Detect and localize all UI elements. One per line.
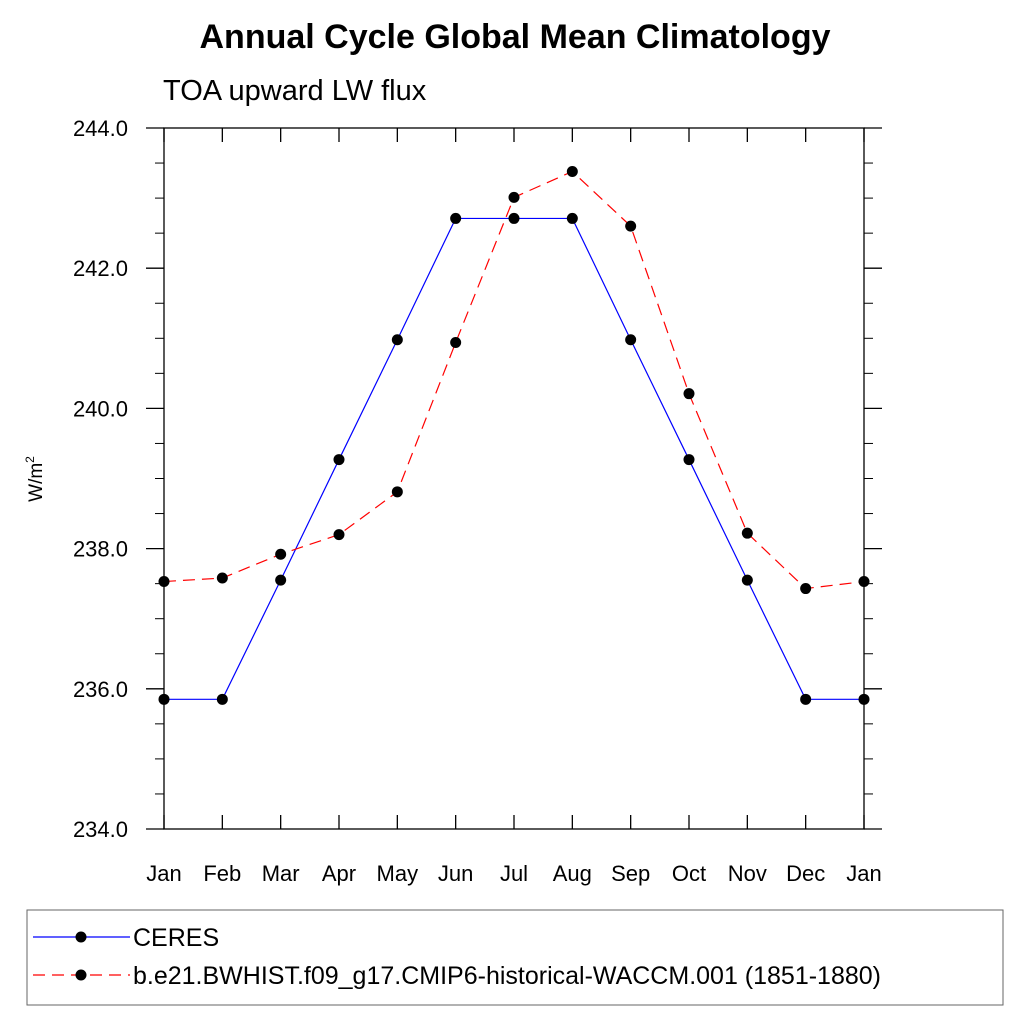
y-tick-label: 238.0 — [73, 537, 128, 562]
x-tick-label: Jan — [846, 861, 881, 886]
series-0-point — [858, 693, 870, 705]
y-tick-label: 240.0 — [73, 396, 128, 421]
series-0-point — [216, 693, 228, 705]
x-tick-label: Nov — [728, 861, 767, 886]
series-0-point — [158, 693, 170, 705]
y-tick-label: 236.0 — [73, 677, 128, 702]
legend-marker-1 — [75, 969, 87, 981]
series-0-point — [800, 693, 812, 705]
plot-area: Jan Feb Mar Apr May Jun Jul Aug Sep Oct Nov Dec Jan 2… — [73, 116, 882, 886]
series-0-point — [275, 574, 287, 586]
x-tick-label: Sep — [611, 861, 650, 886]
x-tick-label: May — [377, 861, 419, 886]
y-axis-label-base: W/m — [26, 463, 47, 502]
series-0-point — [625, 334, 637, 346]
series-1-point — [158, 576, 170, 588]
plot-frame — [163, 127, 865, 830]
x-tick-label: Jan — [146, 861, 181, 886]
series-1-point — [275, 548, 287, 560]
x-tick-label: Oct — [672, 861, 706, 886]
series-1-point — [683, 388, 695, 400]
series-line-0 — [164, 217, 864, 700]
y-axis-label: W/m2 — [23, 456, 47, 502]
y-tick-label: 242.0 — [73, 256, 128, 281]
x-tick-label: Jul — [500, 861, 528, 886]
series-0-point — [508, 212, 520, 224]
x-tick-label: Apr — [322, 861, 356, 886]
series-0-point — [741, 574, 753, 586]
series-1-point — [508, 191, 520, 203]
y-axis-label-sup: 2 — [23, 456, 37, 463]
legend-marker-0 — [75, 931, 87, 943]
y-tick-label: 244.0 — [73, 116, 128, 141]
x-tick-label: Mar — [262, 861, 300, 886]
series-1-point — [800, 583, 812, 595]
series-1-point — [391, 486, 403, 498]
series-1-point — [450, 337, 462, 349]
x-tick-label: Aug — [553, 861, 592, 886]
series-1-point — [858, 576, 870, 588]
legend-box — [26, 909, 1004, 1006]
series-line-1 — [163, 170, 865, 590]
series-1-point — [741, 527, 753, 539]
chart-subtitle: TOA upward LW flux — [163, 75, 427, 107]
x-tick-label: Dec — [786, 861, 825, 886]
y-tick-label: 234.0 — [73, 817, 128, 842]
series-0-point — [333, 454, 345, 466]
x-tick-label: Jun — [438, 861, 473, 886]
series-1-point — [216, 572, 228, 584]
legend-label-0: CERES — [133, 924, 219, 952]
series-0-point — [450, 212, 462, 224]
series-0-point — [391, 334, 403, 346]
series-0-point — [683, 454, 695, 466]
legend-label-1: b.e21.BWHIST.f09_g17.CMIP6-historical-WA… — [133, 962, 881, 990]
series-1-point — [566, 165, 578, 177]
series-1-point — [333, 529, 345, 541]
legend: CERES b.e21.BWHIST.f09_g17.CMIP6-historic… — [26, 909, 1004, 1006]
series-0-point — [566, 212, 578, 224]
x-tick-label: Feb — [203, 861, 241, 886]
series-1-point — [625, 220, 637, 232]
chart-title: Annual Cycle Global Mean Climatology — [200, 18, 831, 56]
